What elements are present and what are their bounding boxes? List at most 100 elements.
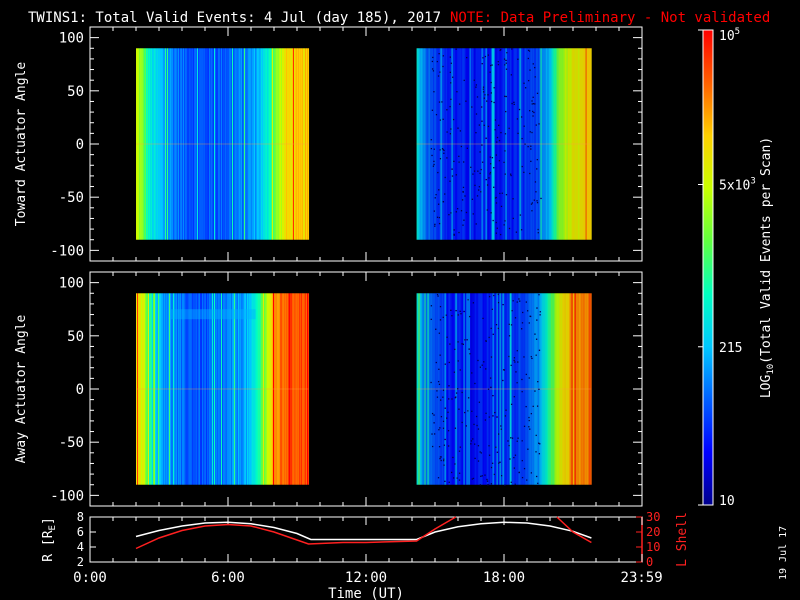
- colorbar-gradient: [703, 30, 713, 505]
- heatmap-column: [156, 48, 158, 240]
- heatmap-column: [249, 293, 251, 485]
- heatmap-column: [297, 293, 299, 485]
- heatmap-column: [165, 48, 167, 240]
- heatmap-speckle: [437, 203, 440, 205]
- heatmap-speckle: [448, 398, 450, 400]
- heatmap-speckle: [496, 136, 499, 139]
- heatmap-speckle: [521, 165, 523, 168]
- heatmap-column: [466, 293, 468, 485]
- heatmap-column: [429, 48, 431, 240]
- heatmap-column: [574, 48, 576, 240]
- heatmap-speckle: [442, 427, 445, 429]
- heatmap-column: [158, 293, 160, 485]
- heatmap-speckle: [495, 154, 497, 156]
- heatmap-speckle: [514, 361, 516, 363]
- heatmap-speckle: [453, 160, 455, 163]
- l-shell-series-line: [135, 516, 457, 550]
- heatmap-column: [166, 293, 168, 485]
- heatmap-block: [416, 48, 592, 240]
- heatmap-speckle: [453, 229, 455, 231]
- heatmap-speckle: [508, 127, 510, 129]
- heatmap-column: [491, 293, 493, 485]
- heatmap-column: [421, 48, 423, 240]
- heatmap-column: [199, 293, 201, 485]
- heatmap-column: [416, 293, 418, 485]
- heatmap-column: [261, 48, 263, 240]
- heatmap-column: [138, 48, 140, 240]
- heatmap-column: [275, 48, 277, 240]
- heatmap-column: [292, 48, 294, 240]
- heatmap-column: [273, 48, 275, 240]
- heatmap-column: [250, 48, 252, 240]
- heatmap-speckle: [491, 308, 493, 310]
- heatmap-column: [223, 293, 225, 485]
- heatmap-column: [238, 293, 240, 485]
- heatmap-column: [139, 293, 141, 485]
- heatmap-column: [276, 48, 278, 240]
- heatmap-column: [463, 293, 465, 485]
- heatmap-speckle: [437, 477, 440, 479]
- heatmap-column: [467, 293, 469, 485]
- heatmap-speckle: [442, 420, 445, 422]
- heatmap-column: [232, 293, 234, 485]
- heatmap-speckle: [521, 322, 524, 324]
- heatmap-speckle: [513, 396, 515, 398]
- heatmap-column: [486, 293, 488, 485]
- heatmap-column: [450, 293, 452, 485]
- heatmap-column: [579, 48, 581, 240]
- r-tick-label: 8: [77, 510, 84, 524]
- heatmap-column: [507, 48, 509, 240]
- heatmap-speckle: [481, 161, 484, 163]
- heatmap-column: [307, 48, 309, 240]
- heatmap-column: [210, 48, 212, 240]
- heatmap-column: [567, 293, 569, 485]
- heatmap-column: [577, 48, 579, 240]
- heatmap-column: [179, 293, 181, 485]
- heatmap-column: [448, 293, 450, 485]
- heatmap-column: [189, 293, 191, 485]
- heatmap-column: [427, 293, 429, 485]
- heatmap-speckle: [450, 82, 452, 84]
- heatmap-column: [240, 48, 242, 240]
- heatmap-speckle: [494, 197, 497, 199]
- heatmap-column: [481, 293, 483, 485]
- heatmap-column: [299, 48, 301, 240]
- heatmap-speckle: [514, 317, 517, 319]
- heatmap-speckle: [450, 471, 453, 474]
- heatmap-speckle: [521, 137, 523, 140]
- heatmap-speckle: [497, 60, 499, 63]
- heatmap-column: [164, 48, 166, 240]
- heatmap-column: [298, 293, 300, 485]
- heatmap-column: [464, 48, 466, 240]
- heatmap-column: [185, 293, 187, 485]
- heatmap-column: [483, 293, 485, 485]
- heatmap-column: [446, 293, 448, 485]
- heatmap-speckle: [458, 479, 461, 481]
- heatmap-column: [522, 293, 524, 485]
- heatmap-column: [281, 293, 283, 485]
- heatmap-speckle: [437, 171, 439, 174]
- zero-angle-streak: [136, 388, 309, 390]
- heatmap-column: [288, 48, 290, 240]
- heatmap-speckle: [531, 100, 533, 102]
- heatmap-column: [245, 293, 247, 485]
- heatmap-column: [204, 48, 206, 240]
- heatmap-column: [269, 48, 271, 240]
- heatmap-speckle: [523, 125, 525, 127]
- heatmap-column: [433, 48, 435, 240]
- colorbar-label: LOG10(Total Valid Events per Scan): [759, 137, 776, 398]
- heatmap-speckle: [510, 324, 513, 326]
- heatmap-speckle: [476, 195, 479, 197]
- heatmap-column: [264, 48, 266, 240]
- heatmap-speckle: [536, 168, 538, 170]
- heatmap-column: [186, 293, 188, 485]
- heatmap-column: [296, 293, 298, 485]
- heatmap-speckle: [532, 115, 534, 117]
- heatmap-column: [512, 293, 514, 485]
- heatmap-column: [589, 293, 591, 485]
- heatmap-speckle: [438, 101, 441, 103]
- heatmap-speckle: [436, 60, 438, 63]
- heatmap-column: [589, 48, 591, 240]
- heatmap-column: [573, 48, 575, 240]
- heatmap-column: [296, 48, 298, 240]
